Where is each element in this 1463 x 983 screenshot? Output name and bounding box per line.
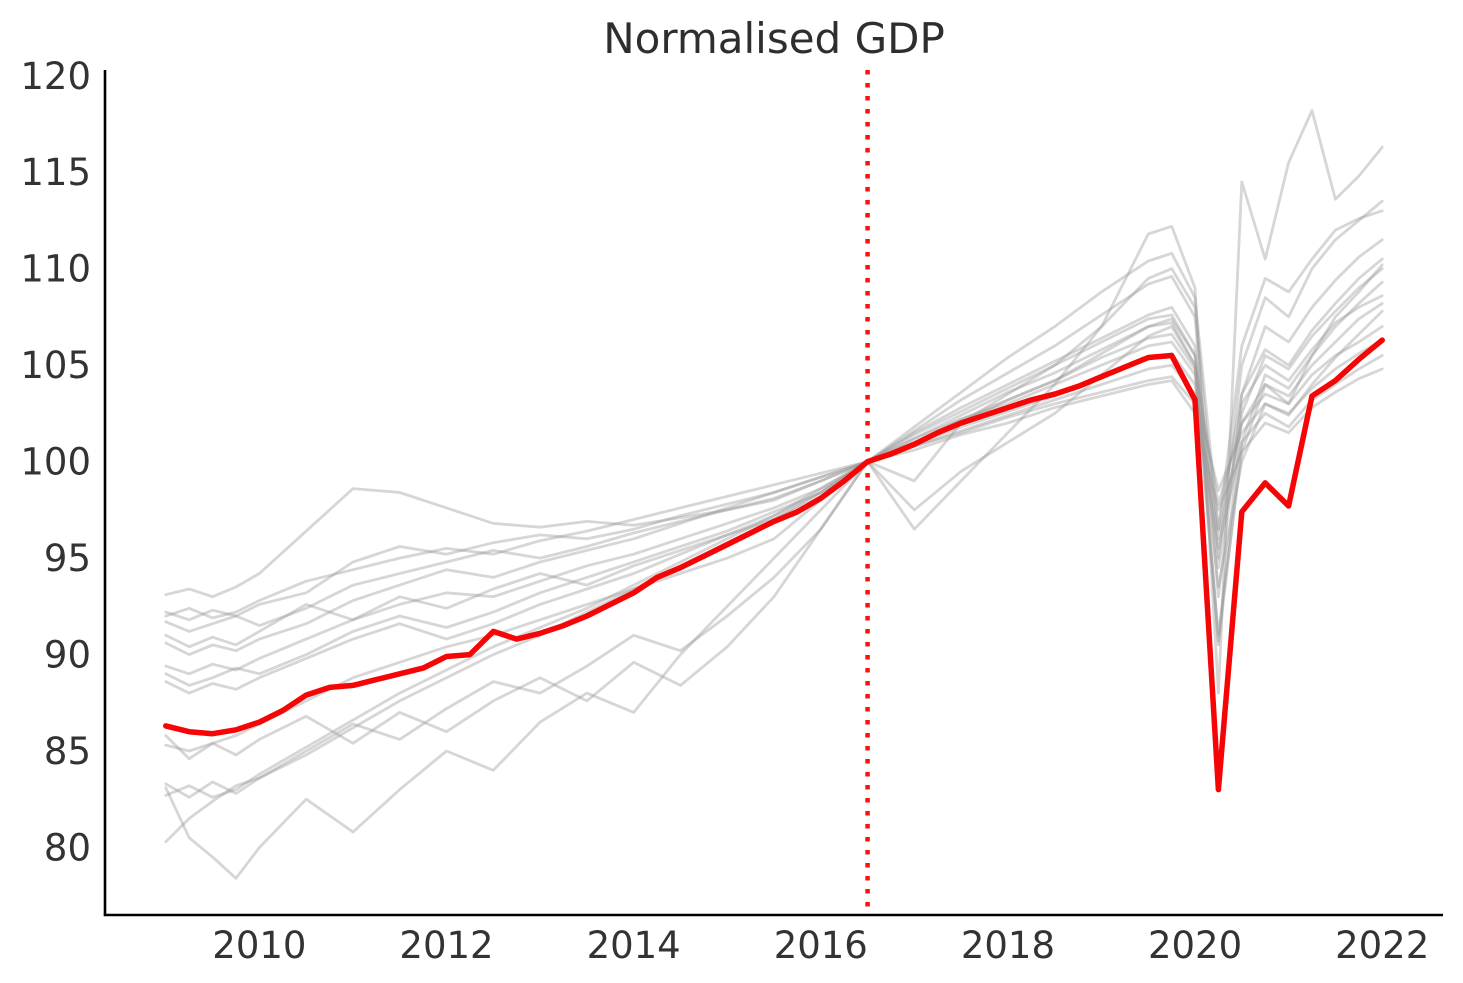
background-line-country-15 — [164, 263, 1384, 761]
highlight-line — [163, 337, 1385, 793]
highlight-series-group — [163, 337, 1385, 793]
y-tick-label-90: 90 — [44, 634, 91, 677]
y-tick-label-80: 80 — [44, 826, 91, 869]
x-tick-label-2012: 2012 — [399, 924, 493, 967]
background-line-country-12 — [164, 238, 1384, 799]
background-line-country-01 — [164, 354, 1384, 599]
background-line-country-11 — [164, 109, 1384, 880]
background-line-country-06 — [164, 280, 1384, 676]
background-line-country-09 — [164, 199, 1384, 799]
y-tick-label-105: 105 — [20, 344, 91, 387]
y-tick-label-85: 85 — [44, 730, 91, 773]
y-tick-label-115: 115 — [20, 151, 91, 194]
y-tick-label-100: 100 — [20, 441, 91, 484]
tick-labels-group: 80 85 90 95 100 105 110 115 120 2010 2012 2014 2016 2… — [20, 55, 1429, 967]
background-line-country-13 — [164, 301, 1384, 695]
x-tick-label-2010: 2010 — [212, 924, 306, 967]
background-line-country-02 — [164, 325, 1384, 622]
x-tick-label-2020: 2020 — [1148, 924, 1242, 967]
x-tick-label-2016: 2016 — [774, 924, 868, 967]
background-line-country-04 — [164, 294, 1384, 633]
x-tick-label-2022: 2022 — [1335, 924, 1429, 967]
y-tick-label-110: 110 — [20, 248, 91, 291]
background-line-country-03 — [164, 367, 1384, 620]
x-tick-label-2014: 2014 — [587, 924, 681, 967]
background-line-country-07 — [164, 309, 1384, 687]
y-tick-label-120: 120 — [20, 55, 91, 98]
background-line-country-10 — [164, 209, 1384, 844]
background-line-country-14 — [164, 338, 1384, 656]
axes-spines-group — [103, 70, 1443, 917]
x-tick-label-2018: 2018 — [961, 924, 1055, 967]
y-tick-label-95: 95 — [44, 537, 91, 580]
chart-title: Normalised GDP — [603, 14, 945, 63]
